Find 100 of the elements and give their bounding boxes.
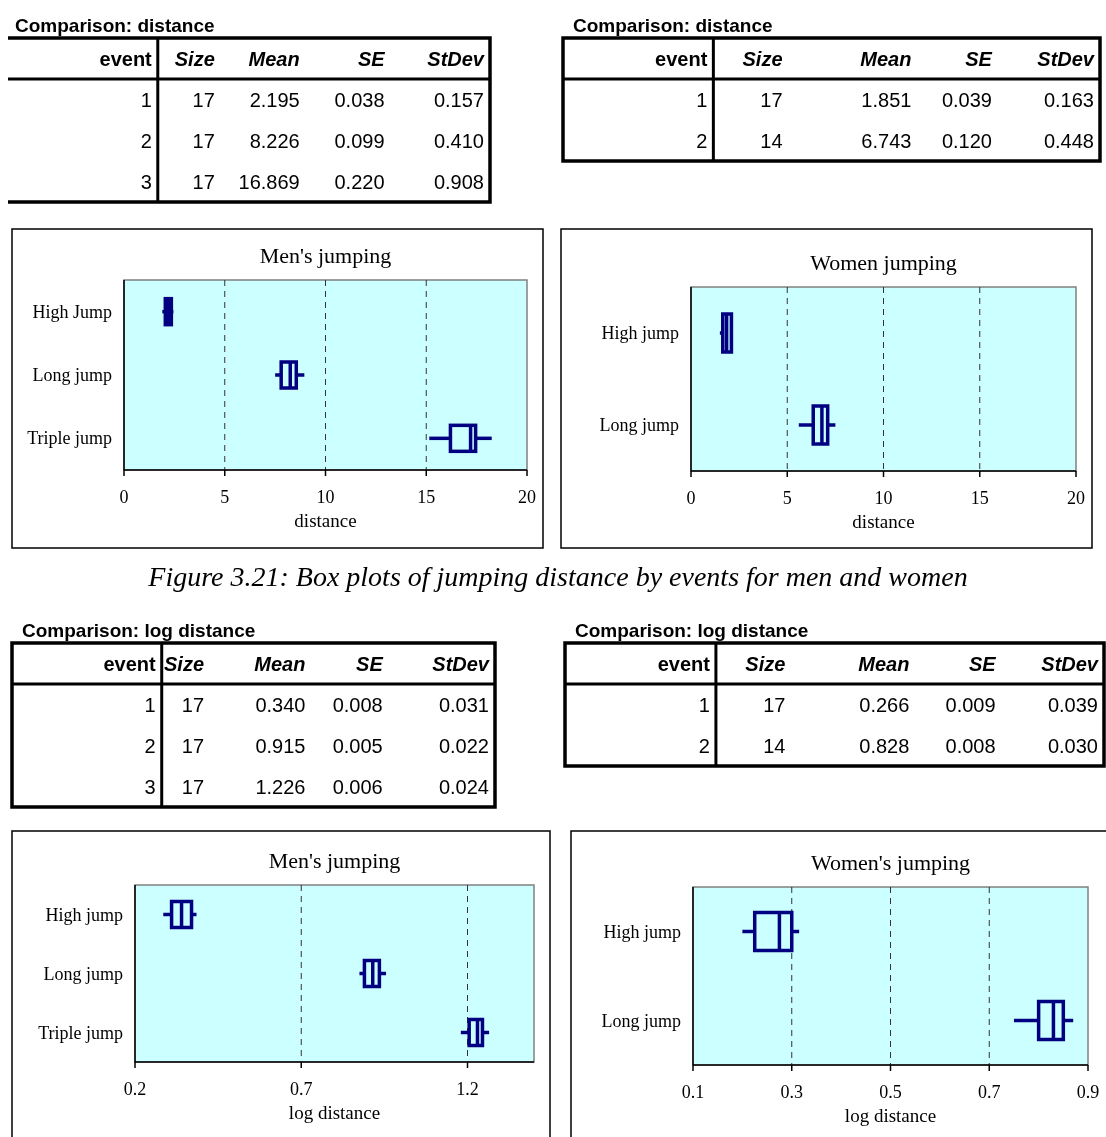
- text: 0.005: [332, 734, 383, 757]
- x-tick-label: 20: [1067, 488, 1085, 508]
- text: 17: [181, 693, 205, 716]
- y-tick-label: Triple jump: [27, 428, 112, 449]
- text: Comparison: distance: [15, 15, 215, 36]
- text: 1: [696, 88, 708, 111]
- text: Comparison: log distance: [575, 620, 809, 641]
- text: 14: [760, 129, 783, 152]
- text: 0.266: [859, 693, 910, 716]
- x-axis-title: log distance: [844, 1105, 937, 1126]
- text: 16.869: [238, 170, 300, 193]
- text: 0.030: [1047, 734, 1098, 757]
- y-tick-label: Triple jump: [38, 1022, 123, 1043]
- text: 0.008: [332, 693, 383, 716]
- text: 2.195: [249, 88, 300, 111]
- y-tick-label: High jump: [603, 921, 681, 942]
- x-tick-label: 20: [518, 487, 536, 507]
- text: 0.410: [433, 129, 484, 152]
- x-tick-label: 15: [417, 487, 436, 507]
- category-label: SE: [965, 47, 993, 70]
- text: 3: [140, 170, 152, 193]
- category-label: StDev: [427, 47, 486, 70]
- x-axis-title: log distance: [288, 1102, 381, 1123]
- text: 17: [192, 170, 215, 193]
- text: 0.163: [1043, 88, 1094, 111]
- text: 0.039: [941, 88, 992, 111]
- text: 17: [181, 775, 205, 798]
- text: 0.220: [334, 170, 385, 193]
- category-label: Size: [745, 652, 786, 675]
- text: 17: [192, 129, 215, 152]
- x-tick-label: 0: [119, 487, 129, 507]
- text: 0.039: [1047, 693, 1098, 716]
- text: 0.120: [941, 129, 992, 152]
- category-label: event: [99, 47, 153, 70]
- text: 1: [144, 693, 156, 716]
- caption: Figure 3.21: Box plots of jumping distance by events for men and women: [147, 561, 968, 592]
- text: 2: [696, 129, 708, 152]
- x-tick-label: 0.9: [1076, 1082, 1100, 1102]
- y-tick-label: Long jump: [43, 963, 123, 984]
- text: 2: [144, 734, 156, 757]
- category-label: Size: [174, 47, 215, 70]
- y-tick-label: Long jump: [32, 365, 112, 385]
- category-label: Mean: [858, 652, 910, 675]
- text: 1.851: [861, 88, 912, 111]
- category-label: SE: [356, 652, 384, 675]
- x-axis-title: distance: [294, 510, 357, 531]
- text: 8.226: [249, 129, 300, 152]
- category-label: event: [657, 652, 711, 675]
- chart-title: Women's jumping: [810, 850, 971, 875]
- x-tick-label: 0.7: [978, 1082, 1001, 1102]
- x-tick-label: 0.1: [681, 1082, 705, 1102]
- chart-title: Men's jumping: [268, 848, 401, 873]
- text: 17: [760, 88, 783, 111]
- text: 0.099: [334, 129, 385, 152]
- text: 0.908: [433, 170, 484, 193]
- text: Comparison: log distance: [22, 620, 256, 641]
- y-tick-label: Long jump: [599, 415, 679, 435]
- text: 0.157: [433, 88, 484, 111]
- category-label: Size: [742, 47, 783, 70]
- text: 0.915: [255, 734, 306, 757]
- category-label: SE: [968, 652, 997, 675]
- category-label: Mean: [248, 47, 300, 70]
- text: 0.340: [255, 693, 306, 716]
- x-tick-label: 10: [874, 488, 893, 508]
- x-tick-label: 1.2: [456, 1079, 479, 1099]
- text: 0.022: [438, 734, 489, 757]
- chart-title: Men's jumping: [259, 243, 392, 268]
- y-tick-label: High jump: [45, 904, 123, 925]
- text: 1: [140, 88, 152, 111]
- x-tick-label: 0: [686, 488, 696, 508]
- category-label: Mean: [254, 652, 306, 675]
- x-tick-label: 5: [782, 488, 792, 508]
- x-tick-label: 0.3: [780, 1082, 803, 1102]
- x-tick-label: 15: [970, 488, 989, 508]
- x-tick-label: 5: [220, 487, 230, 507]
- y-tick-label: High jump: [601, 323, 679, 343]
- text: 1: [698, 693, 710, 716]
- text: 14: [763, 734, 786, 757]
- x-axis-title: distance: [852, 511, 915, 532]
- text: 0.448: [1043, 129, 1094, 152]
- text: 1.226: [255, 775, 306, 798]
- text: 2: [140, 129, 152, 152]
- y-tick-label: Long jump: [601, 1010, 681, 1031]
- text: Comparison: distance: [573, 15, 773, 36]
- text: 17: [192, 88, 215, 111]
- text: 0.031: [438, 693, 489, 716]
- category-label: Mean: [860, 47, 912, 70]
- x-tick-label: 0.5: [879, 1082, 902, 1102]
- text: 0.024: [438, 775, 489, 798]
- text: 6.743: [861, 129, 912, 152]
- text: 0.828: [859, 734, 910, 757]
- text: 0.006: [332, 775, 383, 798]
- category-label: Size: [164, 652, 205, 675]
- text: 17: [181, 734, 205, 757]
- x-tick-label: 0.2: [123, 1079, 147, 1099]
- category-label: StDev: [1037, 47, 1096, 70]
- text: 3: [144, 775, 156, 798]
- text: 0.038: [334, 88, 385, 111]
- x-tick-label: 0.7: [290, 1079, 313, 1099]
- text: 17: [763, 693, 786, 716]
